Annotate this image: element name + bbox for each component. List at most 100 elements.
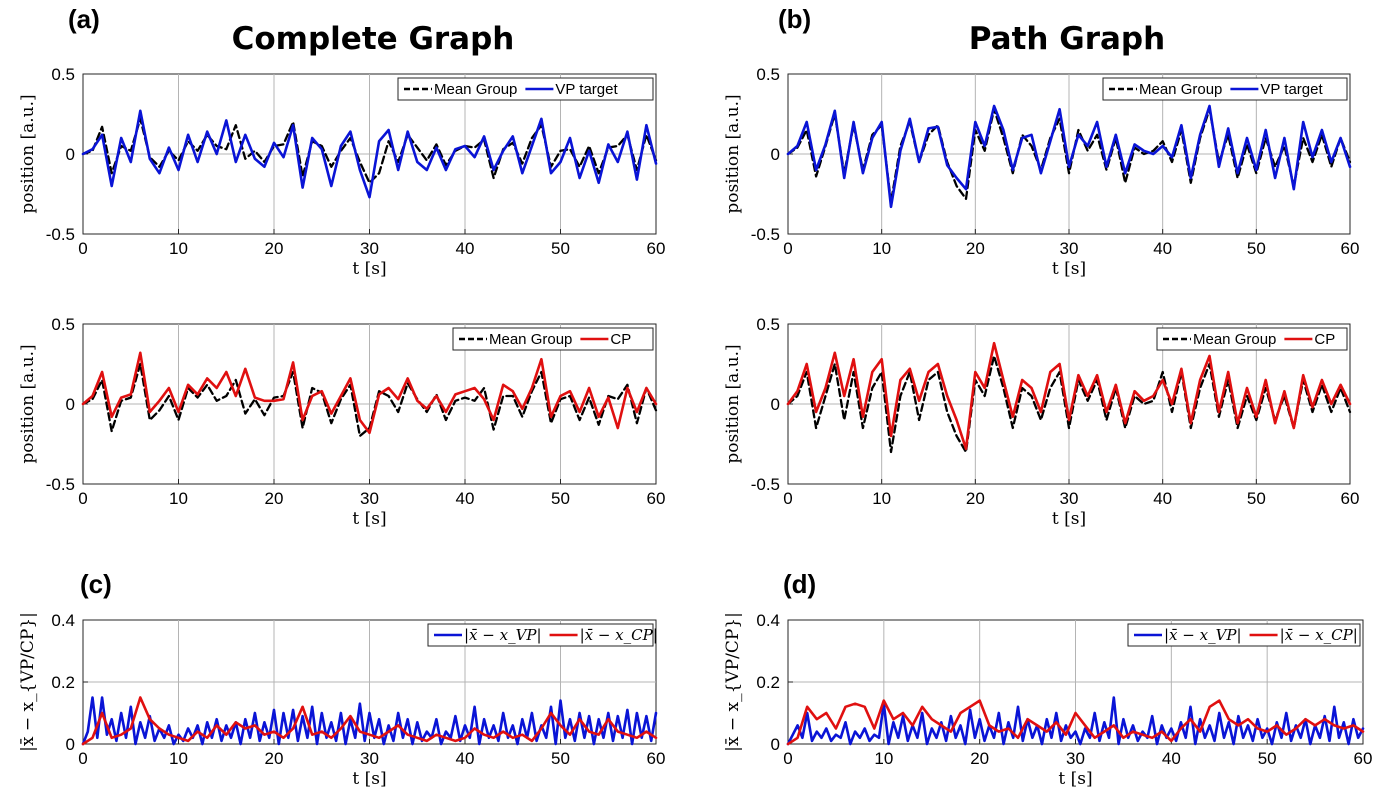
x-tick-label: 50 <box>551 239 570 258</box>
x-tick-label: 10 <box>169 239 188 258</box>
x-tick-label: 30 <box>1066 749 1085 768</box>
y-tick-label: 0.5 <box>51 65 75 84</box>
legend-label: VP target <box>555 81 618 98</box>
y-tick-label: 0.2 <box>756 673 780 692</box>
legend-label: Mean Group <box>434 81 517 98</box>
x-tick-label: 20 <box>966 239 985 258</box>
y-tick-label: 0.5 <box>756 65 780 84</box>
x-tick-label: 60 <box>1341 489 1360 508</box>
x-tick-label: 0 <box>78 749 87 768</box>
x-tick-label: 30 <box>360 239 379 258</box>
x-tick-label: 10 <box>169 749 188 768</box>
legend-label: CP <box>610 331 631 348</box>
chart-b-top: 0 10 20 30 40 50 600.50-0.5t [s]position [a.u.… <box>723 65 1359 279</box>
x-tick-label: 30 <box>1060 489 1079 508</box>
x-tick-label: 40 <box>1162 749 1181 768</box>
legend-box <box>1156 327 1348 351</box>
y-tick-label: 0 <box>771 395 780 414</box>
chart-c: 0 10 20 30 40 50 60 0.4 0.2 0 t [s] |x̄ − x_{VP/CP}… <box>18 611 665 789</box>
x-tick-label: 30 <box>360 489 379 508</box>
x-tick-label: 50 <box>1247 489 1266 508</box>
legend: Mean Group VP target <box>397 77 654 101</box>
x-axis-label: t [s] <box>1058 769 1092 789</box>
x-tick-label: 60 <box>647 489 666 508</box>
chart-a-top: 0 10 20 30 40 50 600.50-0.5t [s]position [a.u.… <box>18 65 665 279</box>
x-tick-label: 10 <box>169 489 188 508</box>
series-line-mean-group <box>81 117 658 184</box>
legend-label: Mean Group <box>1193 331 1276 348</box>
legend-box <box>1127 623 1361 647</box>
x-tick-label: 40 <box>456 749 475 768</box>
legend-label: Mean Group <box>489 331 572 348</box>
legend-label: VP target <box>1260 81 1323 98</box>
y-tick-label: 0.4 <box>51 611 75 630</box>
legend: Mean Group CP <box>452 327 654 351</box>
y-tick-label: 0.2 <box>51 673 75 692</box>
y-axis-label: position [a.u.] <box>723 344 743 463</box>
legend-box <box>452 327 654 351</box>
series-line-second <box>81 696 658 746</box>
x-tick-label: 0 <box>78 489 87 508</box>
series-line-second <box>786 699 1365 746</box>
y-tick-label: -0.5 <box>46 225 75 244</box>
y-tick-label: -0.5 <box>46 475 75 494</box>
y-tick-label: 0.5 <box>51 315 75 334</box>
y-tick-label: 0 <box>66 145 75 164</box>
legend-label: |x̄ − x_CP| <box>1280 626 1358 644</box>
x-axis-label: t [s] <box>352 509 386 529</box>
legend-label: CP <box>1314 331 1335 348</box>
y-tick-label: 0 <box>66 735 75 754</box>
x-tick-label: 20 <box>265 489 284 508</box>
panel-letter-c: (c) <box>80 569 112 599</box>
x-tick-label: 0 <box>78 239 87 258</box>
plots-group: 0 10 20 30 40 50 600.50-0.5t [s]position [a.u.… <box>18 65 1372 789</box>
x-tick-label: 10 <box>872 239 891 258</box>
series-line-second <box>786 104 1352 209</box>
legend: |x̄ − x_VP| |x̄ − x_CP| <box>427 623 658 647</box>
x-tick-label: 50 <box>1258 749 1277 768</box>
x-tick-label: 60 <box>1341 239 1360 258</box>
title-path-graph: Path Graph <box>969 21 1165 57</box>
panel-letter-d: (d) <box>783 569 816 599</box>
legend: |x̄ − x_VP| |x̄ − x_CP| <box>1127 623 1361 647</box>
x-tick-label: 0 <box>783 749 792 768</box>
title-complete-graph: Complete Graph <box>232 21 515 57</box>
y-tick-label: 0.5 <box>756 315 780 334</box>
x-tick-label: 20 <box>265 239 284 258</box>
y-axis-label: |x̄ − x_{VP/CP}| <box>18 612 38 752</box>
chart-b-mid: 0 10 20 30 40 50 600.50-0.5t [s]position [a.u.… <box>723 315 1359 529</box>
y-axis-label: position [a.u.] <box>723 94 743 213</box>
y-tick-label: 0 <box>771 735 780 754</box>
x-tick-label: 50 <box>551 489 570 508</box>
legend: Mean Group CP <box>1156 327 1348 351</box>
x-axis-label: t [s] <box>1052 509 1086 529</box>
y-axis-label: position [a.u.] <box>18 94 38 213</box>
x-tick-label: 20 <box>970 749 989 768</box>
y-tick-label: 0 <box>771 145 780 164</box>
y-tick-label: 0 <box>66 395 75 414</box>
x-tick-label: 60 <box>1354 749 1373 768</box>
x-tick-label: 40 <box>1153 239 1172 258</box>
y-axis-label: position [a.u.] <box>18 344 38 463</box>
x-tick-label: 0 <box>783 239 792 258</box>
x-tick-label: 10 <box>872 489 891 508</box>
chart-a-mid: 0 10 20 30 40 50 600.50-0.5t [s]position [a.u.… <box>18 315 665 529</box>
x-axis-label: t [s] <box>352 259 386 279</box>
x-tick-label: 20 <box>966 489 985 508</box>
x-tick-label: 20 <box>265 749 284 768</box>
y-tick-label: -0.5 <box>751 475 780 494</box>
x-tick-label: 60 <box>647 239 666 258</box>
legend-label: |x̄ − x_VP| <box>464 626 542 644</box>
legend-label: |x̄ − x_CP| <box>580 626 658 644</box>
series-line-mean-group <box>786 354 1352 454</box>
x-tick-label: 30 <box>360 749 379 768</box>
x-tick-label: 0 <box>783 489 792 508</box>
y-tick-label: 0.4 <box>756 611 780 630</box>
chart-d: 0 10 20 30 40 50 60 0.4 0.2 0 t [s] |x̄ − x_{VP/CP}… <box>723 611 1372 789</box>
series-line-first <box>81 696 658 746</box>
x-tick-label: 30 <box>1060 239 1079 258</box>
series-line-second <box>81 109 658 199</box>
panel-letter-a: (a) <box>68 4 100 34</box>
x-axis-label: t [s] <box>352 769 386 789</box>
